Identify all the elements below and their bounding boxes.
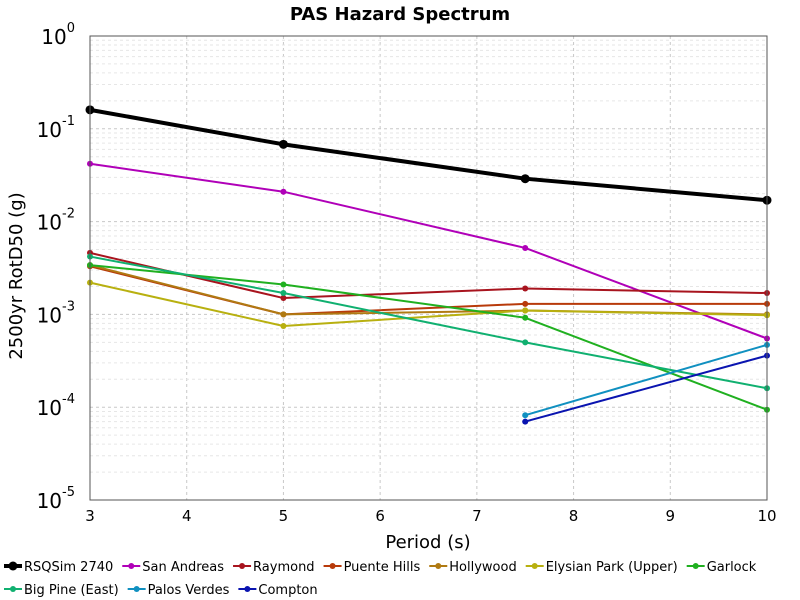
- series-line: [89, 107, 768, 203]
- legend-label: Compton: [258, 583, 317, 598]
- y-axis-label: 2500yr RotD50 (g): [6, 192, 27, 359]
- series-line: [89, 255, 768, 390]
- legend-swatch-marker: [128, 563, 135, 569]
- legend-swatch-marker: [329, 563, 336, 569]
- legend-label: Garlock: [707, 560, 757, 575]
- data-point: [522, 285, 529, 292]
- x-axis-label: Period (s): [385, 532, 470, 553]
- series-line: [524, 354, 768, 423]
- legend-swatch-marker: [239, 563, 246, 569]
- x-tick-label: 10: [757, 507, 776, 525]
- chart-title: PAS Hazard Spectrum: [290, 4, 510, 25]
- legend-label: Palos Verdes: [148, 583, 230, 598]
- x-tick-label: 5: [279, 507, 289, 525]
- legend-swatch-marker: [8, 561, 18, 571]
- data-point: [522, 307, 529, 314]
- data-point: [522, 300, 529, 307]
- legend-swatch-marker: [244, 586, 251, 592]
- y-tick-label: 10-3: [37, 299, 75, 327]
- legend-swatch-marker: [692, 563, 699, 569]
- legend-label: RSQSim 2740: [24, 560, 113, 575]
- x-tick-label: 6: [375, 507, 385, 525]
- legend-item: Palos Verdes: [127, 583, 230, 598]
- data-point: [522, 418, 529, 425]
- data-point: [280, 311, 287, 318]
- legend-item: Compton: [238, 583, 318, 598]
- legend-item: Garlock: [686, 560, 757, 575]
- legend-label: Elysian Park (Upper): [546, 560, 678, 575]
- legend-label: Puente Hills: [344, 560, 421, 575]
- x-tick-label: 3: [85, 507, 95, 525]
- data-point: [522, 412, 529, 419]
- data-point: [278, 139, 288, 149]
- legend: RSQSim 2740 San Andreas Raymond Puente Hill…: [4, 560, 757, 598]
- y-tick-label: 10-5: [37, 485, 75, 513]
- legend-label: Raymond: [253, 560, 315, 575]
- plot-frame: [89, 35, 768, 501]
- x-tick-label: 7: [472, 507, 482, 525]
- legend-swatch-marker: [10, 586, 16, 592]
- legend-swatch-marker: [435, 563, 442, 569]
- x-tick-label: 4: [182, 507, 192, 525]
- data-point: [522, 314, 529, 321]
- series-line: [524, 343, 768, 417]
- y-tick-label: 100: [41, 21, 75, 49]
- legend-item: RSQSim 2740: [4, 560, 113, 575]
- legend-item: San Andreas: [122, 560, 224, 575]
- plot-area: [90, 36, 767, 500]
- x-tick-label: 8: [569, 507, 579, 525]
- x-tick-label: 9: [666, 507, 676, 525]
- data-point: [280, 290, 287, 297]
- data-point: [280, 295, 287, 302]
- data-point: [520, 174, 530, 184]
- series-layer: [85, 105, 772, 425]
- series-palos-verdes: [522, 341, 770, 419]
- series-line: [89, 162, 768, 340]
- data-point: [280, 188, 287, 195]
- y-tick-label: 10-2: [37, 207, 75, 235]
- x-tick-labels: 3 4 5 6 7 8 9 10: [85, 507, 776, 525]
- legend-item: Big Pine (East): [4, 583, 119, 598]
- legend-item: Hollywood: [429, 560, 517, 575]
- data-point: [522, 339, 529, 346]
- legend-item: Elysian Park (Upper): [525, 560, 678, 575]
- y-tick-label: 10-1: [37, 114, 75, 142]
- legend-label: Hollywood: [449, 560, 516, 575]
- data-point: [280, 281, 287, 288]
- legend-label: San Andreas: [142, 560, 224, 575]
- data-point: [522, 244, 529, 251]
- y-tick-label: 10-4: [37, 392, 75, 420]
- legend-item: Raymond: [233, 560, 315, 575]
- legend-swatch-marker: [133, 586, 140, 592]
- legend-label: Big Pine (East): [24, 583, 119, 598]
- data-point: [280, 322, 287, 329]
- series-san-andreas: [87, 160, 770, 342]
- y-tick-labels: 100 10-1 10-2 10-3 10-4 10-5: [37, 21, 75, 513]
- legend-item: Puente Hills: [323, 560, 421, 575]
- legend-swatch-marker: [531, 563, 538, 569]
